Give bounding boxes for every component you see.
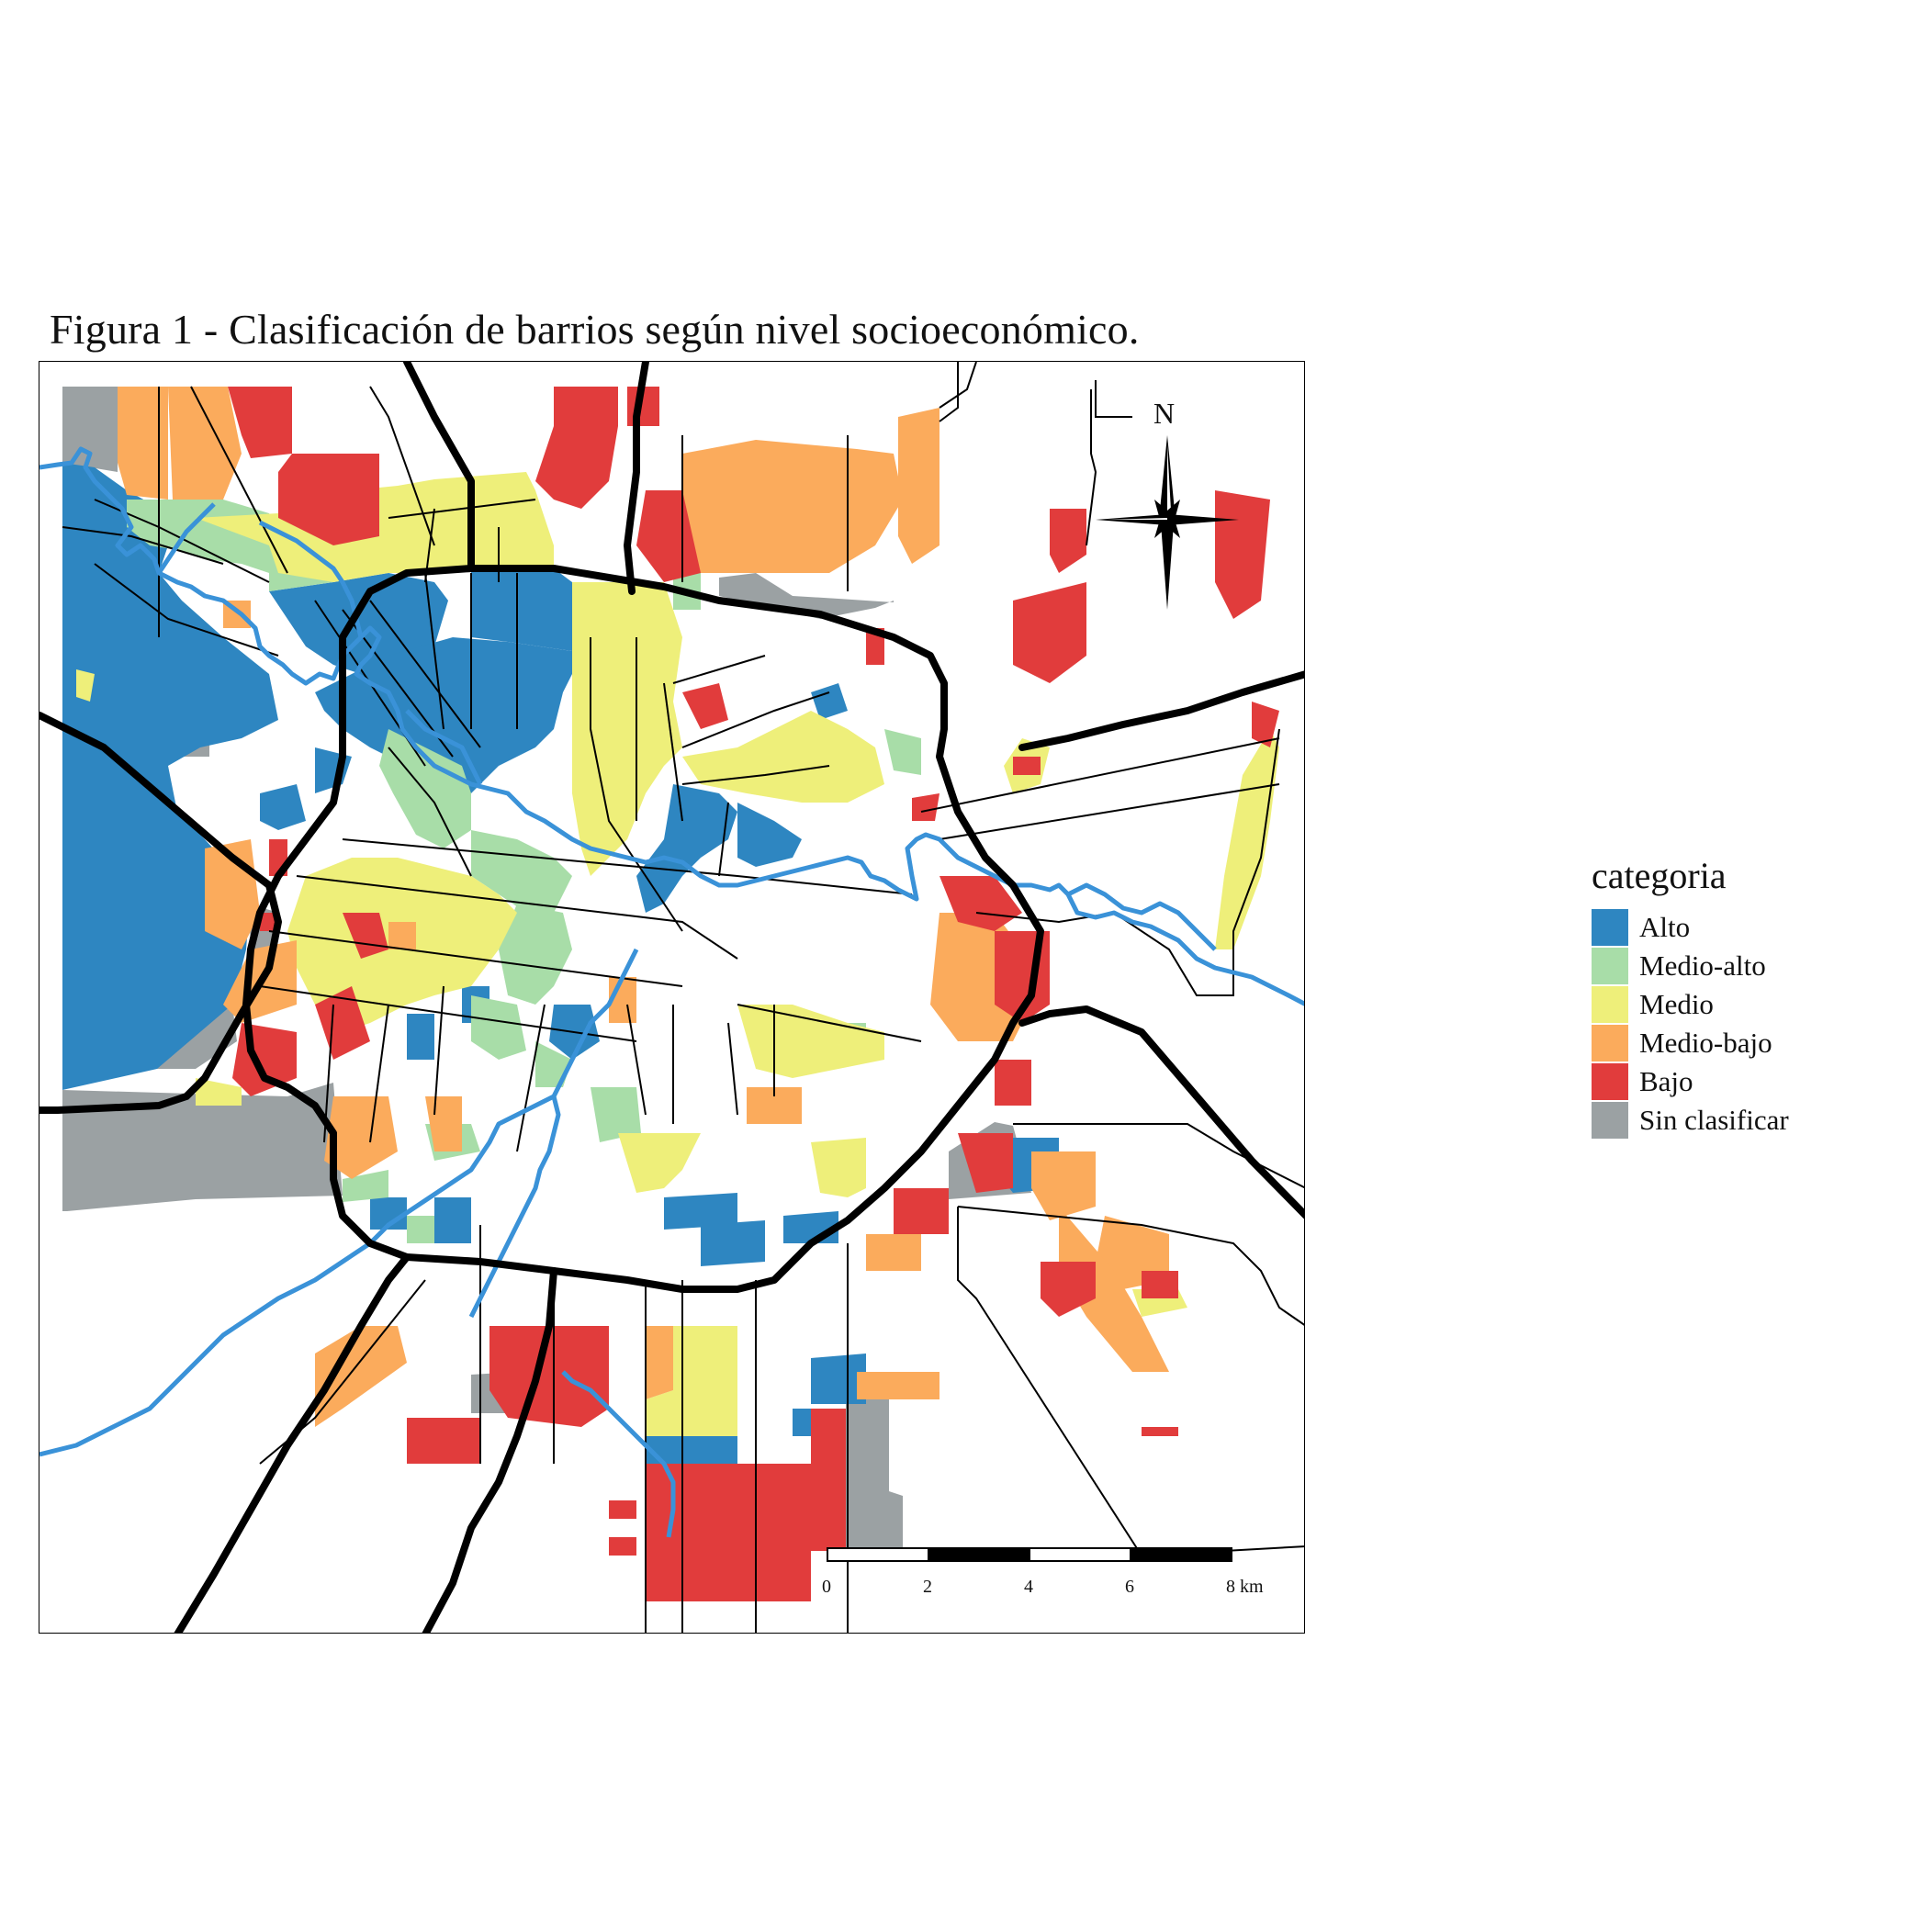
minor-roads xyxy=(62,362,1304,1633)
legend-label-alto: Alto xyxy=(1639,911,1691,943)
legend-label-bajo: Bajo xyxy=(1639,1065,1693,1097)
legend-item-sin-clasificar: Sin clasificar xyxy=(1592,1101,1789,1140)
legend: categoria Alto Medio-alto Medio Medio-ba… xyxy=(1592,854,1789,1140)
legend-swatch-medio-bajo xyxy=(1592,1025,1628,1061)
legend-label-medio-bajo: Medio-bajo xyxy=(1639,1027,1772,1059)
legend-swatch-sin-clasificar xyxy=(1592,1102,1628,1139)
highways xyxy=(39,362,1304,1633)
scale-label-8km: 8 km xyxy=(1226,1577,1264,1597)
legend-swatch-bajo xyxy=(1592,1063,1628,1100)
scale-label-6: 6 xyxy=(1125,1577,1134,1597)
legend-title: categoria xyxy=(1592,855,1727,896)
legend-swatch-medio-alto xyxy=(1592,948,1628,984)
legend-item-medio: Medio xyxy=(1592,985,1789,1024)
scale-label-0: 0 xyxy=(822,1577,831,1597)
scale-bar xyxy=(827,1547,1232,1562)
legend-label-sin-clasificar: Sin clasificar xyxy=(1639,1104,1789,1136)
legend-swatch-alto xyxy=(1592,909,1628,946)
legend-label-medio-alto: Medio-alto xyxy=(1639,949,1766,982)
scale-label-4: 4 xyxy=(1024,1577,1033,1597)
legend-item-medio-alto: Medio-alto xyxy=(1592,947,1789,985)
legend-item-alto: Alto xyxy=(1592,908,1789,947)
scale-label-2: 2 xyxy=(923,1577,932,1597)
north-label: N xyxy=(1153,397,1176,430)
legend-item-bajo: Bajo xyxy=(1592,1062,1789,1101)
legend-item-medio-bajo: Medio-bajo xyxy=(1592,1024,1789,1062)
map-title: Figura 1 - Clasificación de barrios segú… xyxy=(50,306,1140,353)
north-arrow xyxy=(1096,435,1239,610)
rivers xyxy=(39,446,1304,1538)
legend-label-medio: Medio xyxy=(1639,988,1714,1020)
region-bajo xyxy=(228,387,1279,1601)
legend-swatch-medio xyxy=(1592,986,1628,1023)
map-panel xyxy=(39,361,1305,1634)
